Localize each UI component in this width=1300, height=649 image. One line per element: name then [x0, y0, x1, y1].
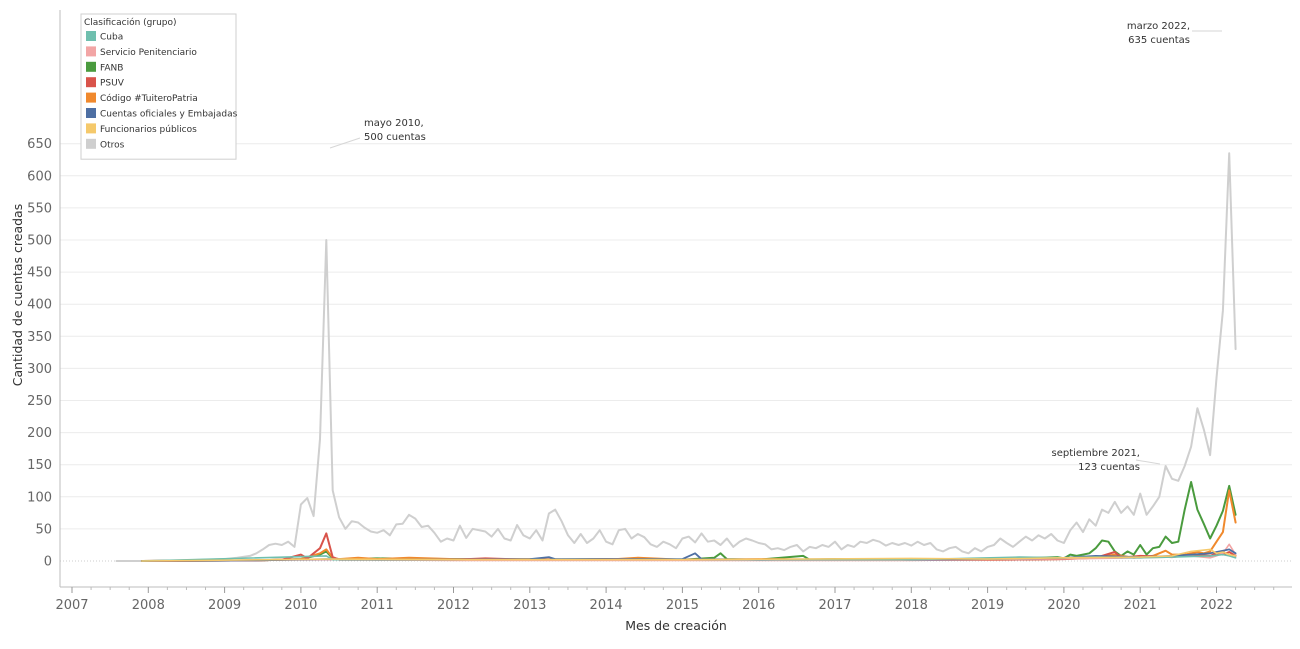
series-line-funcionarios-publicos — [141, 548, 1237, 562]
annotation-text: marzo 2022, — [1127, 21, 1190, 32]
legend-label-fanb[interactable]: FANB — [100, 63, 123, 73]
annotation-text: 123 cuentas — [1078, 462, 1140, 473]
series-line-codigo-tuiteropatria — [140, 489, 1237, 562]
y-tick-label: 200 — [27, 426, 52, 441]
y-tick-label: 50 — [35, 522, 52, 537]
grid-lines — [60, 143, 1292, 562]
annotation-text: 635 cuentas — [1128, 35, 1190, 46]
legend[interactable]: Clasificación (grupo) Cuba Servicio Penite… — [80, 13, 238, 160]
y-tick-label: 100 — [27, 490, 52, 505]
legend-title: Clasificación (grupo) — [84, 17, 177, 28]
x-tick-label: 2014 — [590, 598, 623, 613]
x-tick-label: 2013 — [513, 598, 546, 613]
x-tick-label: 2012 — [437, 598, 470, 613]
y-tick-label: 550 — [27, 201, 52, 216]
x-tick-label: 2018 — [895, 598, 928, 613]
annotation-leader — [329, 137, 361, 149]
legend-swatch-otros[interactable] — [86, 138, 96, 149]
series-lines — [115, 152, 1237, 562]
annotations: mayo 2010, 500 cuentas septiembre 2021, 123… — [329, 21, 1222, 473]
y-tick-label: 150 — [27, 458, 52, 473]
legend-label-servicio-penitenciario[interactable]: Servicio Penitenciario — [100, 48, 197, 58]
y-tick-label: 0 — [44, 555, 52, 570]
y-tick-label: 350 — [27, 330, 52, 345]
y-tick-label: 500 — [27, 234, 52, 249]
legend-label-cuentas-oficiales-y-embajadas[interactable]: Cuentas oficiales y Embajadas — [100, 110, 238, 120]
legend-label-codigo-tuiteropatria[interactable]: Código #TuiteroPatria — [100, 93, 198, 104]
x-tick-label: 2007 — [55, 598, 88, 613]
legend-label-funcionarios-publicos[interactable]: Funcionarios públicos — [100, 125, 197, 135]
legend-swatch-codigo-tuiteropatria[interactable] — [86, 92, 96, 103]
annotation-leader — [1135, 459, 1161, 465]
y-tick-label: 300 — [27, 362, 52, 377]
x-tick-label: 2008 — [132, 598, 165, 613]
legend-swatch-cuba[interactable] — [86, 31, 96, 41]
x-tick-label: 2015 — [666, 598, 699, 613]
legend-box — [80, 13, 237, 160]
axes: 0 50 100 150 200 250 300 350 400 450 500 550 600 650 2… — [27, 10, 1292, 613]
y-tick-label: 250 — [27, 394, 52, 409]
x-tick-label: 2010 — [284, 598, 317, 613]
legend-swatch-servicio-penitenciario[interactable] — [86, 46, 96, 57]
annotation-text: mayo 2010, — [364, 118, 424, 129]
legend-label-psuv[interactable]: PSUV — [100, 79, 125, 89]
legend-swatch-cuentas-oficiales-y-embajadas[interactable] — [86, 108, 96, 118]
x-tick-label: 2009 — [208, 598, 241, 613]
y-tick-label: 650 — [27, 137, 52, 152]
legend-swatch-fanb[interactable] — [86, 61, 96, 72]
x-tick-label: 2021 — [1124, 598, 1157, 613]
x-tick-label: 2019 — [971, 598, 1004, 613]
legend-swatch-funcionarios-publicos[interactable] — [86, 123, 96, 134]
legend-label-cuba[interactable]: Cuba — [100, 33, 123, 43]
series-line-otros — [115, 152, 1237, 562]
annotation-text: 500 cuentas — [364, 132, 426, 143]
x-tick-label: 2022 — [1200, 598, 1233, 613]
x-tick-label: 2011 — [361, 598, 394, 613]
legend-swatch-psuv[interactable] — [86, 77, 96, 88]
y-axis-title: Cantidad de cuentas creadas — [10, 204, 25, 386]
series-line-fanb — [140, 481, 1237, 562]
x-tick-label: 2017 — [818, 598, 851, 613]
y-tick-label: 450 — [27, 266, 52, 281]
y-tick-label: 400 — [27, 298, 52, 313]
x-tick-label: 2016 — [742, 598, 775, 613]
annotation-text: septiembre 2021, — [1051, 448, 1140, 459]
legend-label-otros[interactable]: Otros — [100, 140, 125, 150]
x-axis-title: Mes de creación — [625, 618, 727, 633]
y-tick-label: 600 — [27, 169, 52, 184]
x-tick-label: 2020 — [1047, 598, 1080, 613]
